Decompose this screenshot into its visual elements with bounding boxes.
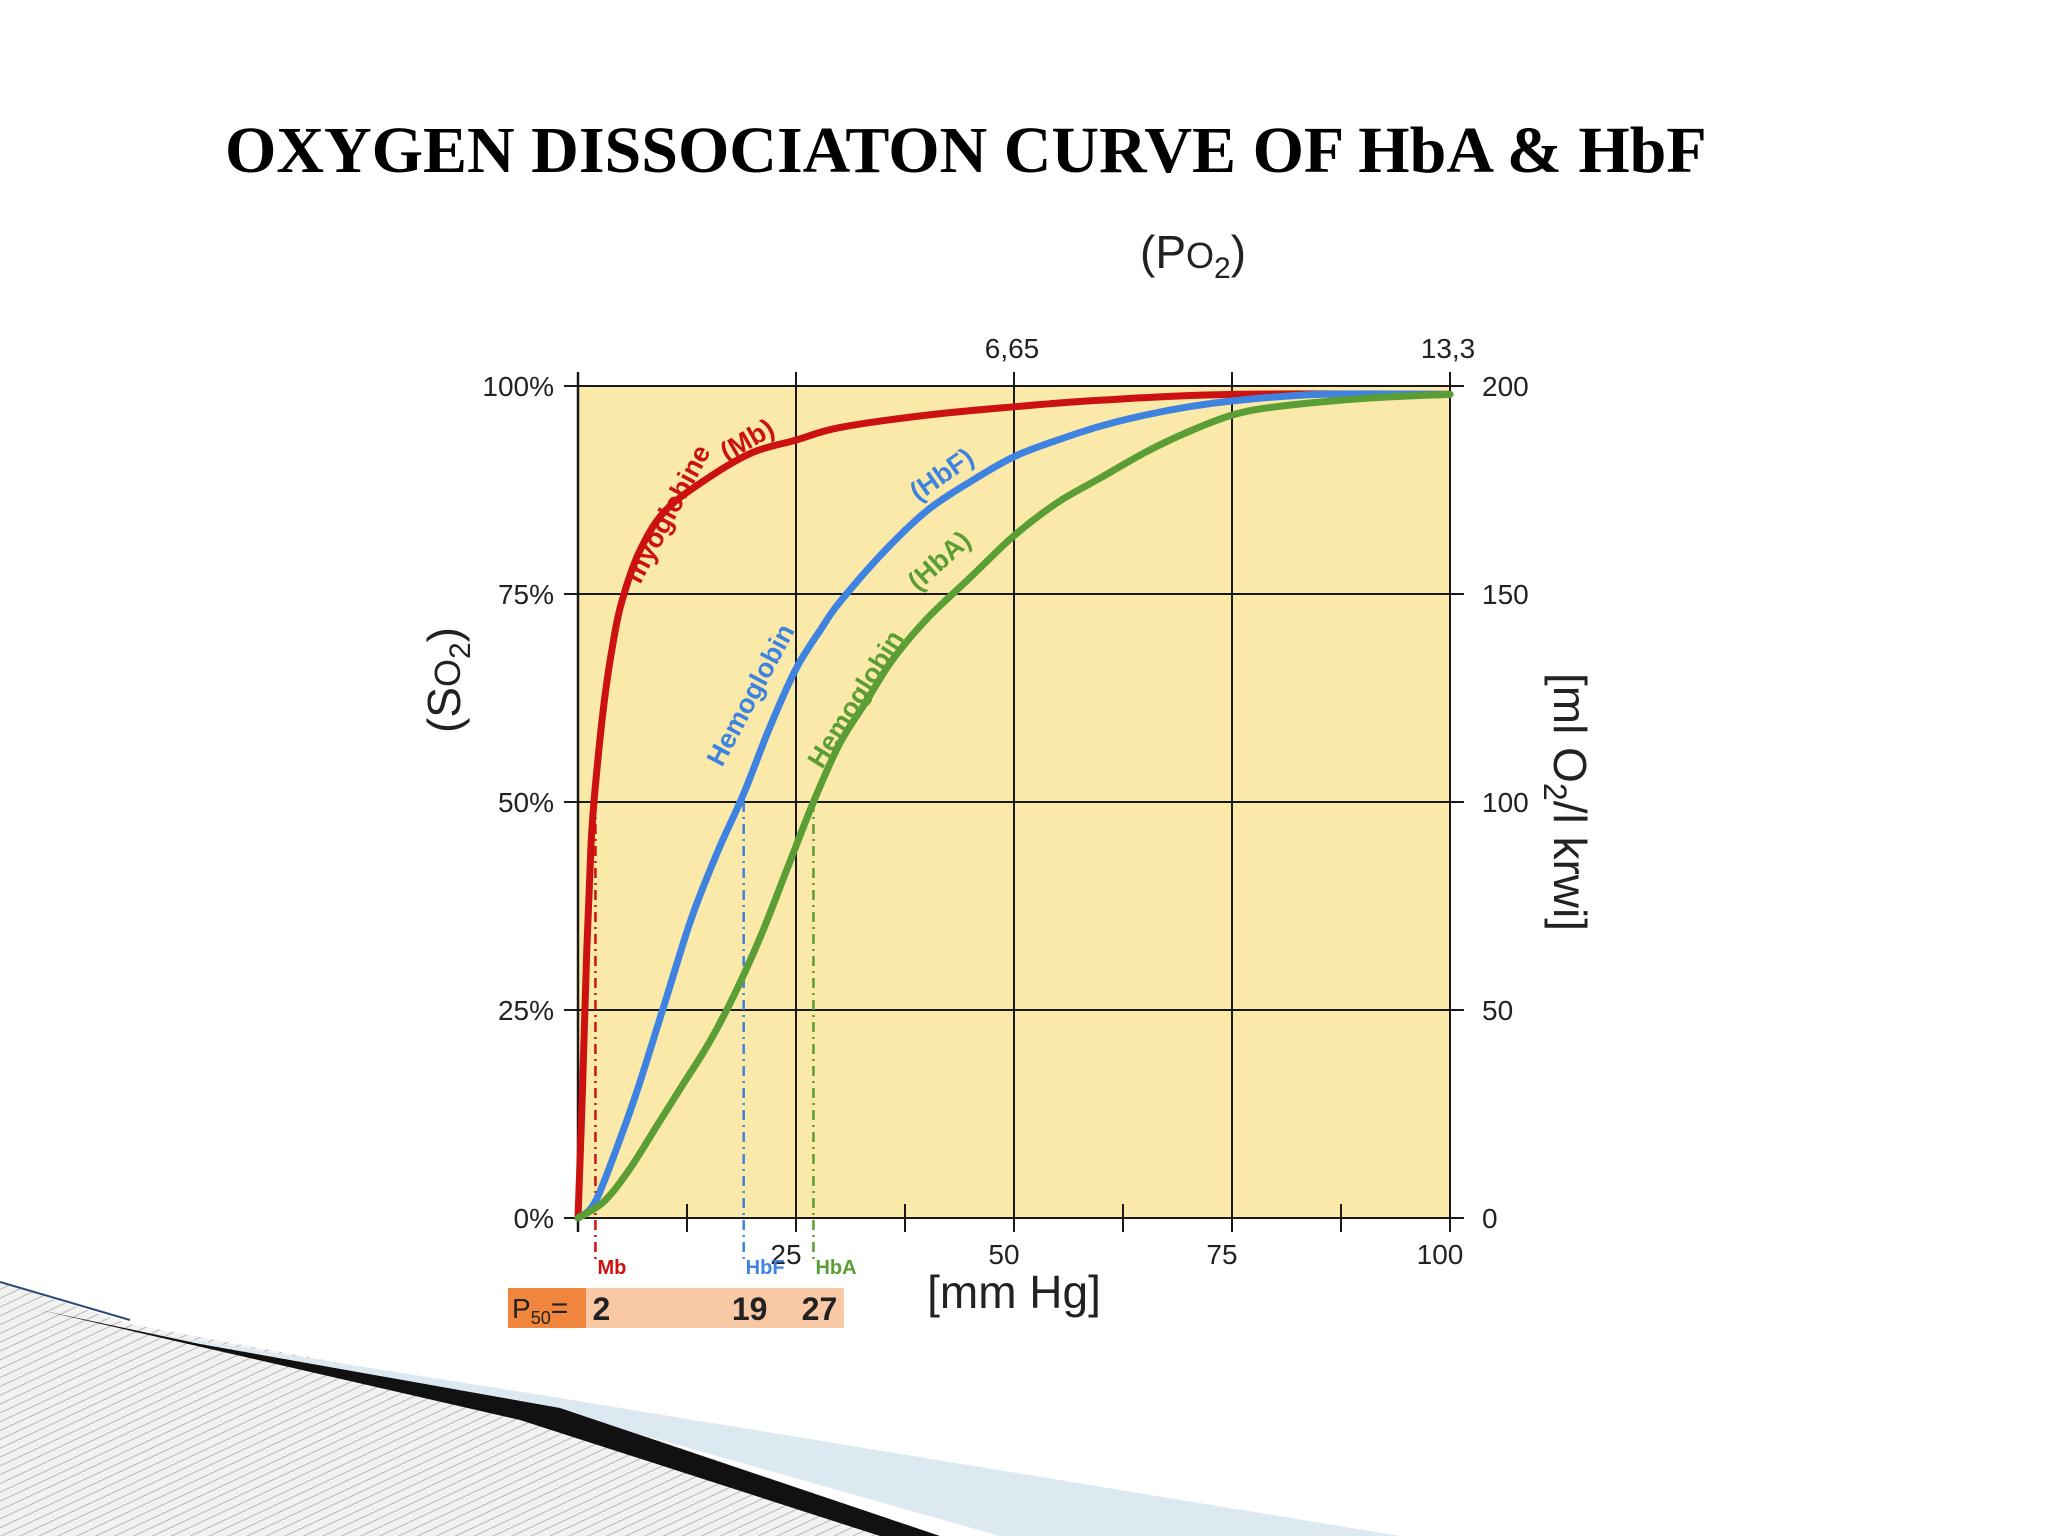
x-tick-label: 75	[1206, 1239, 1237, 1270]
x-axis-label: [mm Hg]	[927, 1266, 1101, 1318]
p50-label-box	[508, 1288, 586, 1328]
p50-value: 19	[732, 1291, 768, 1327]
y-tick-label: 0%	[514, 1203, 554, 1234]
p50-values-box	[586, 1288, 844, 1328]
black-wedge	[40, 1310, 940, 1536]
top-axis-label: (PO2)	[1140, 226, 1246, 285]
y2-tick-label: 0	[1482, 1203, 1498, 1234]
y-tick-label: 100%	[482, 371, 554, 402]
y2-tick-label: 200	[1482, 371, 1529, 402]
x-tick-label: 50	[988, 1239, 1019, 1270]
series-line-1	[574, 390, 1454, 1222]
y2-tick-label: 150	[1482, 579, 1529, 610]
p50-value: 27	[802, 1291, 838, 1327]
y2-tick-label: 100	[1482, 787, 1529, 818]
x-tick-label: 100	[1417, 1239, 1464, 1270]
p50-label: P50=	[512, 1292, 568, 1328]
series-line-2	[574, 390, 1454, 1222]
y-tick-label: 25%	[498, 995, 554, 1026]
slide-title: OXYGEN DISSOCIATON CURVE OF HbA & HbF	[225, 114, 1707, 187]
x-tick-label: 25	[770, 1239, 801, 1270]
light-blue-band	[130, 1330, 1400, 1536]
y-tick-label: 75%	[498, 579, 554, 610]
y2-axis-label: [ml O2/l krwi]	[1537, 673, 1596, 931]
p50-tag: Mb	[597, 1257, 626, 1279]
edge-line	[0, 1281, 131, 1321]
y2-tick-label: 50	[1482, 995, 1513, 1026]
slide-corner-decoration	[0, 1281, 1400, 1536]
top-tick-label: 13,3	[1421, 333, 1476, 364]
p50-tag: HbA	[815, 1257, 856, 1279]
top-tick-label: 6,65	[985, 333, 1040, 364]
y-tick-label: 50%	[498, 787, 554, 818]
series-line-0	[574, 390, 1454, 1222]
p50-tag: HbF	[746, 1257, 785, 1279]
y-axis-label: (SO2)	[418, 627, 477, 733]
p50-value: 2	[593, 1291, 611, 1327]
